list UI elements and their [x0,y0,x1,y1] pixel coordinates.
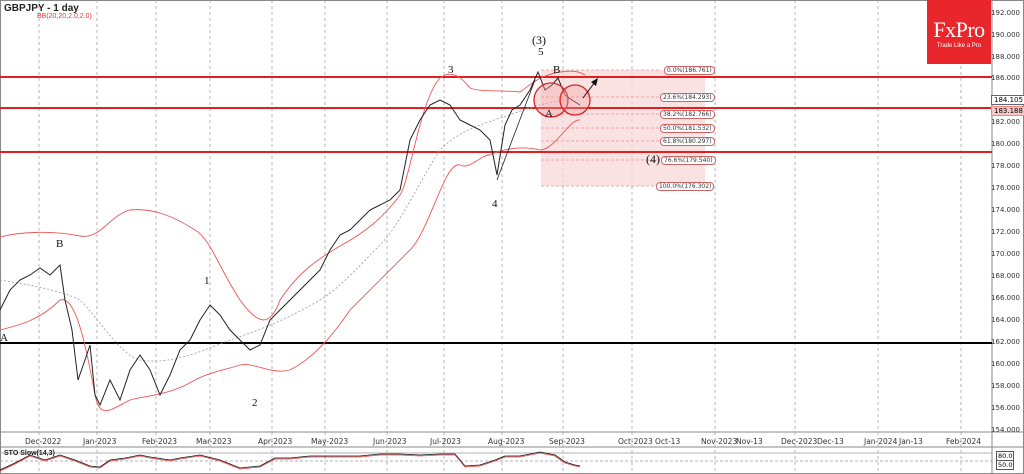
wave-label-a-left: A [0,332,8,344]
stochastic-label: STO Slow(14,3) [4,450,55,457]
wave-label-4: 4 [492,198,498,210]
logo-tagline: Trade Like a Pro [936,43,982,49]
wave-label-a: A [545,108,553,120]
stochastic-k-line [0,451,581,471]
y-tick: 186.000 [991,74,1020,82]
fxpro-logo: FxPro Trade Like a Pro [927,0,991,64]
y-tick: 170.000 [991,250,1020,258]
y-tick: 190.000 [991,31,1020,39]
fib-label: 0.0%(186.761) [664,66,715,75]
fib-label: 76.6%(179.540) [661,156,716,165]
wave-label-3: 3 [448,64,454,76]
fib-label: 50.0%(181.532) [660,124,715,133]
y-tick: 172.000 [991,228,1020,236]
marker-price-label: 183.188 [991,106,1024,116]
y-tick: 192.000 [991,9,1020,17]
wave-label-1: 1 [204,275,210,287]
price-series [0,70,581,407]
wave-b-highlight-circle [559,84,591,116]
y-tick: 180.000 [991,140,1020,148]
x-tick: Oct-2023 [618,437,653,446]
current-price-label: 184.105 [991,95,1024,105]
y-tick: 158.000 [991,382,1020,390]
y-tick: 188.000 [991,53,1020,61]
wave-a-highlight-circle [533,82,569,118]
wave-label-b: B [553,64,561,76]
y-tick: 154.000 [991,426,1020,434]
y-tick: 178.000 [991,162,1020,170]
fib-label: 23.6%(184.293) [660,93,715,102]
y-tick: 174.000 [991,206,1020,214]
x-tick: May-2023 [311,437,349,446]
x-tick: Apr-2023 [258,437,293,446]
y-tick: 160.000 [991,360,1020,368]
x-tick: Sep-2023 [549,437,585,446]
wave-label-4-major: (4) [646,152,660,166]
x-tick: Dec-2023 [781,437,818,446]
x-tick: Feb-2024 [946,437,982,446]
x-tick: Aug-2023 [488,437,525,446]
bollinger-upper-band [0,70,586,321]
indicator-label: BB(20,20,2.0,2.0) [37,13,92,20]
x-tick: Jan-2024 [864,437,898,446]
stochastic-d-line [0,452,581,472]
wave-label-5: 5 [538,46,544,58]
vertical-gridlines [38,0,962,474]
y-tick: 182.000 [991,118,1020,126]
wave-label-3-major: (3) [532,33,546,47]
x-tick: Dec-13 [817,437,844,446]
y-tick: 166.000 [991,294,1020,302]
x-tick: Mar-2023 [196,437,232,446]
x-tick: Nov-2023 [701,437,738,446]
y-tick: 168.000 [991,272,1020,280]
y-tick: 176.000 [991,184,1020,192]
x-tick: Nov-13 [736,437,763,446]
fib-label: 61.8%(180.297) [660,137,715,146]
wave-label-2: 2 [252,397,258,409]
x-tick: Feb-2023 [142,437,178,446]
x-tick: Dec-2022 [25,437,62,446]
fib-label: 38.2%(182.766) [660,110,715,119]
logo-brand: FxPro [933,17,985,42]
x-tick: Jul-2023 [430,437,461,446]
y-tick: 164.000 [991,316,1020,324]
x-tick: Jan-2023 [83,437,117,446]
bollinger-lower-band [0,119,581,412]
x-tick: Oct-13 [655,437,681,446]
projection-arrow [582,81,596,99]
chart-title: GBPJPY - 1 day [4,3,79,14]
x-tick: Jun-2023 [373,437,407,446]
y-tick: 162.000 [991,338,1020,346]
y-tick: 156.000 [991,404,1020,412]
bollinger-middle-band [0,99,571,362]
wave-label-b-left: B [56,238,64,250]
fib-label: 100.0%(176.302) [656,182,715,191]
stochastic-level-low: 50.0 [996,460,1015,470]
x-tick: Jan-13 [899,437,923,446]
